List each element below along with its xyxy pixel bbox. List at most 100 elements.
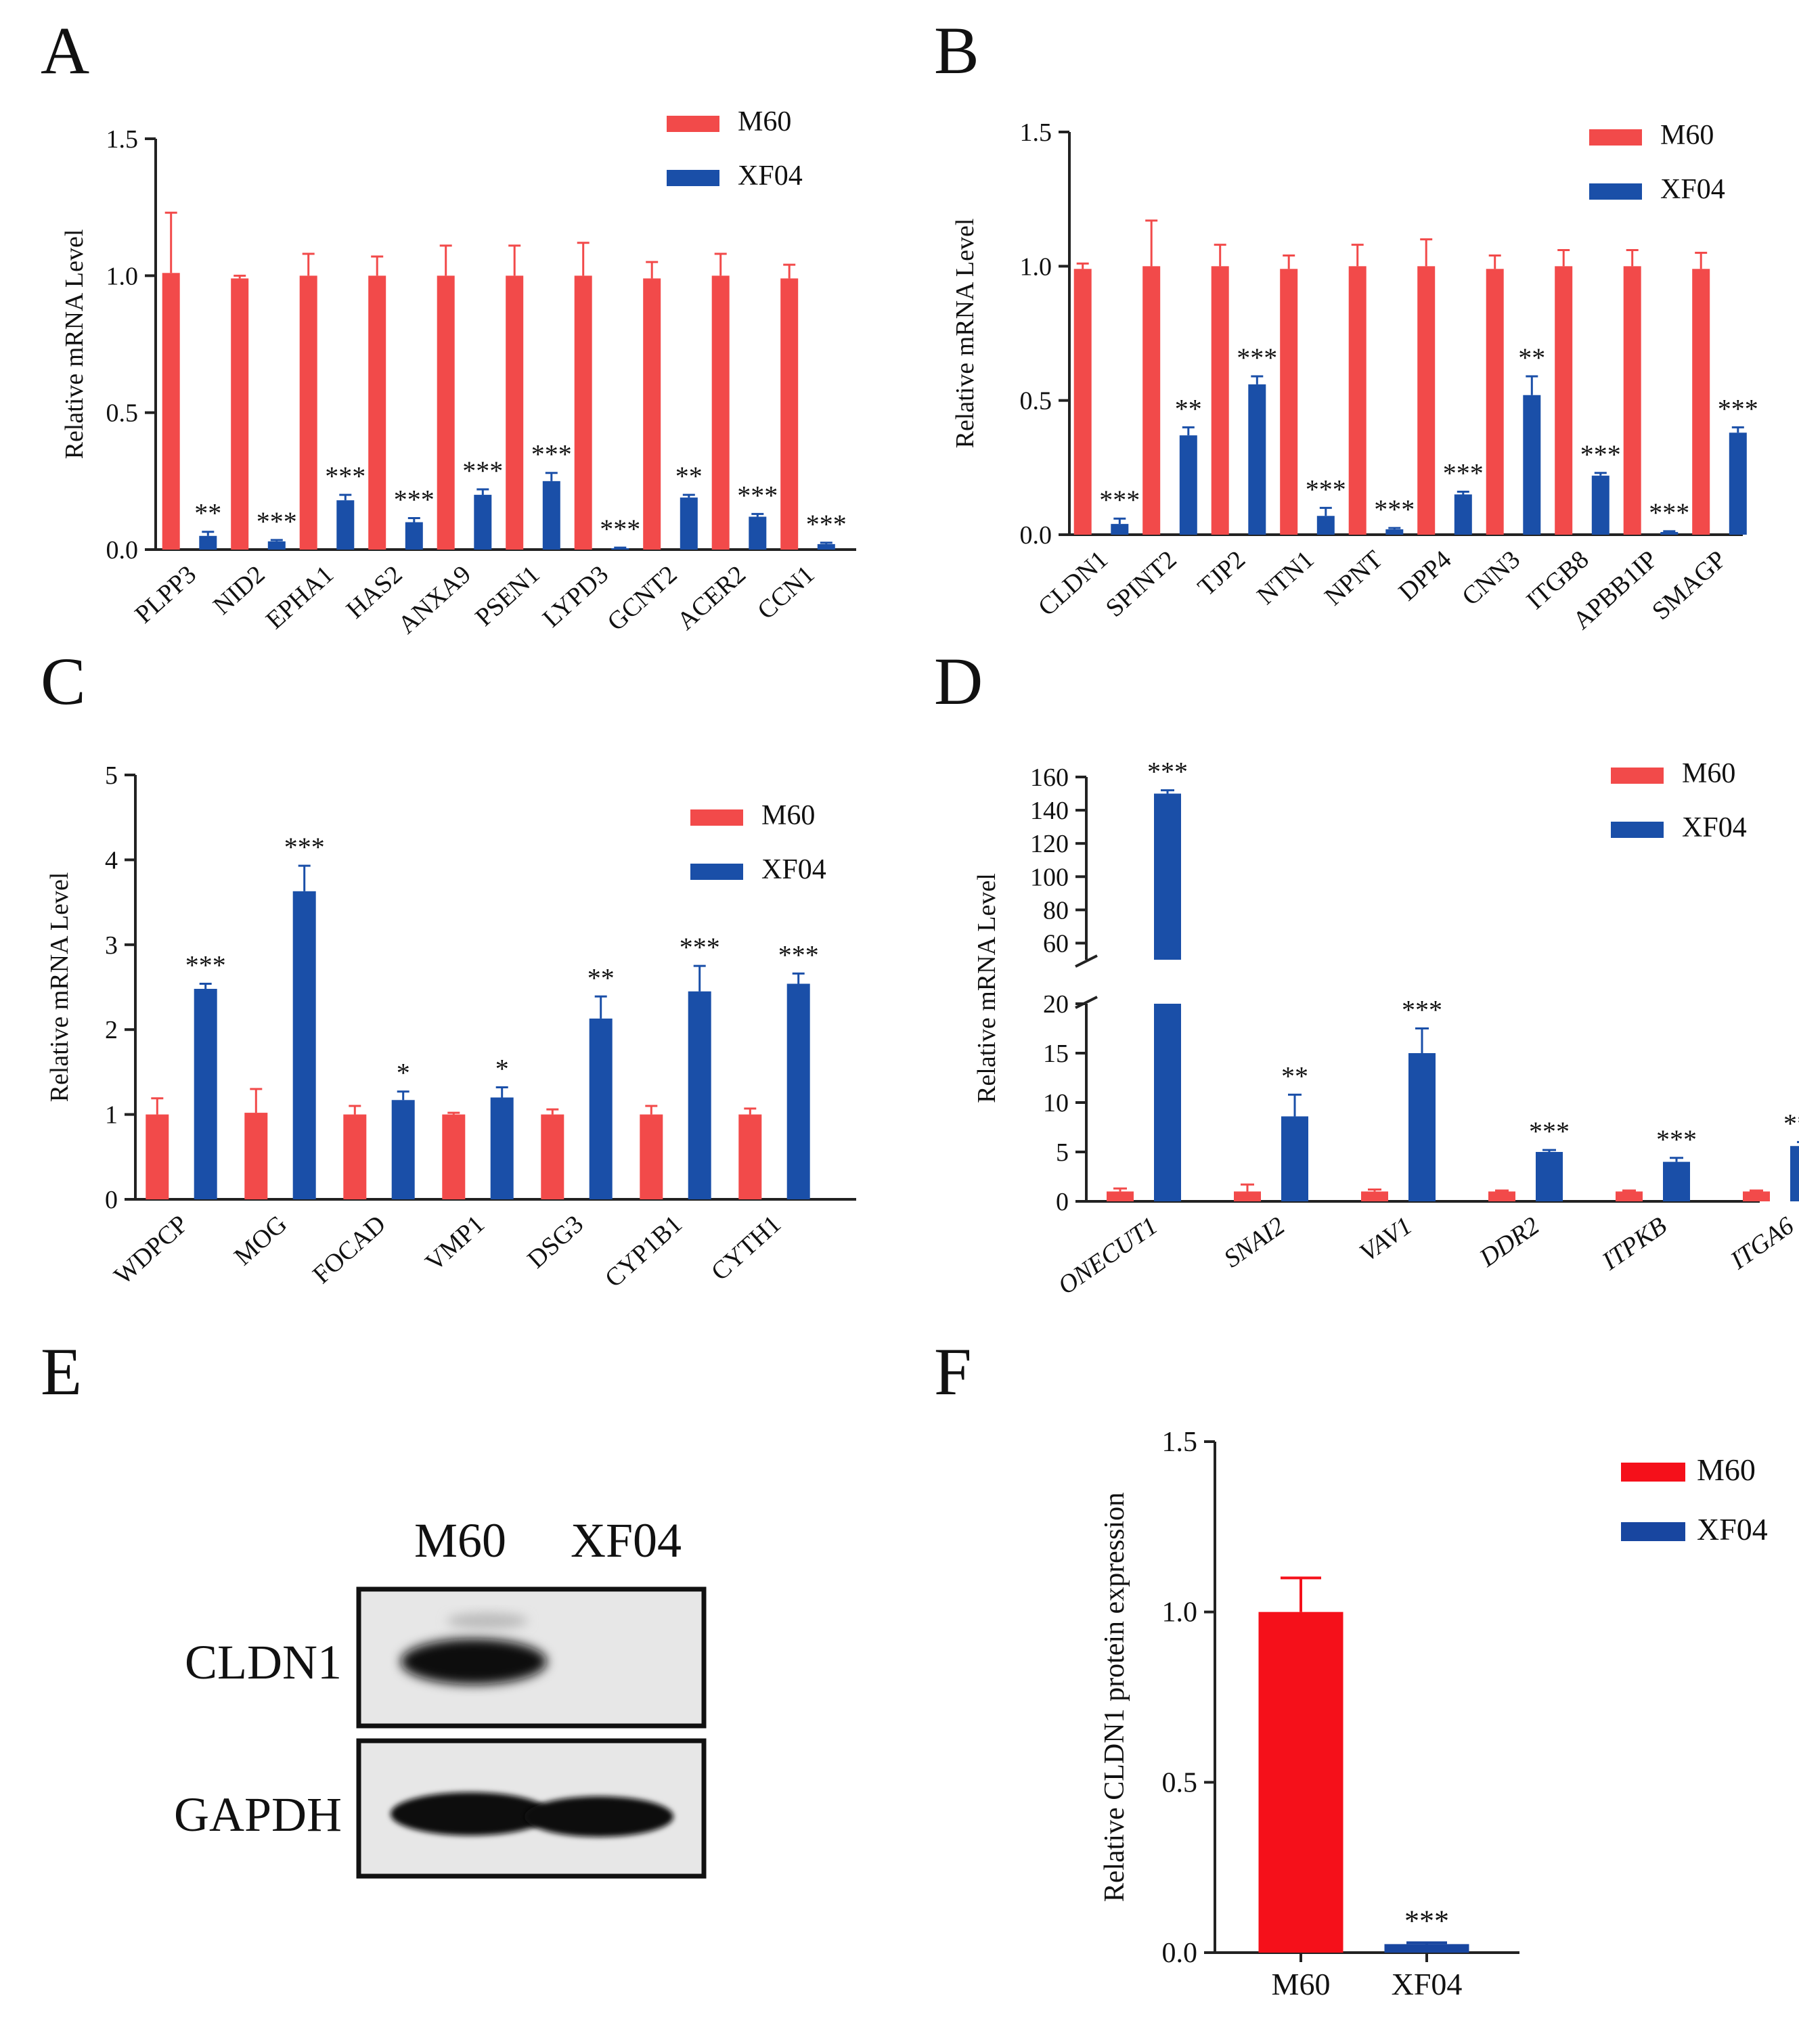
y-tick-label: 80: [1043, 896, 1069, 925]
bar-xf04-onecut1-upper: [1154, 793, 1181, 960]
bar-xf04-lypd3: [611, 548, 629, 550]
bar-xf04-epha1: [336, 500, 355, 550]
blot-band-cldn1-m60: [401, 1639, 547, 1685]
bar-xf04-onecut1-lower: [1154, 1004, 1181, 1201]
significance-mark: ***: [737, 480, 778, 510]
bar-m60-npnt: [1348, 266, 1367, 535]
y-tick-label: 15: [1043, 1040, 1069, 1068]
x-tick-label: CNN3: [1457, 545, 1526, 611]
bar-m60-tjp2: [1211, 266, 1229, 535]
bar-m60-dpp4: [1417, 266, 1436, 535]
bar-m60-vmp1: [442, 1114, 466, 1199]
significance-mark: ***: [1783, 1108, 1799, 1138]
blot-lane-label-xf04: XF04: [571, 1513, 682, 1568]
bar-m60-ccn1: [780, 278, 799, 550]
x-tick-label: TJP2: [1193, 545, 1251, 601]
bar-m60-mog: [244, 1113, 268, 1199]
legend-swatch-xf04: [1611, 822, 1664, 838]
x-tick-label: EPHA1: [261, 560, 339, 634]
legend-swatch-m60: [1611, 768, 1664, 784]
bar-m60-cyp1b1: [640, 1114, 663, 1199]
significance-mark: ***: [600, 514, 640, 544]
bar-xf04-ddr2: [1536, 1152, 1563, 1201]
y-tick-label: 60: [1043, 929, 1069, 958]
bar-m60-dsg3: [541, 1114, 564, 1199]
significance-mark: ***: [1147, 757, 1188, 787]
y-tick-label: 10: [1043, 1089, 1069, 1117]
bar-m60-itga6: [1743, 1191, 1770, 1201]
blot-band-gapdh-xf04: [525, 1796, 673, 1837]
y-tick-label: 1.5: [1162, 1427, 1198, 1458]
bar-xf04-vav1: [1408, 1053, 1436, 1201]
y-tick-label: 1: [105, 1101, 118, 1130]
x-tick-label: DDR2: [1474, 1212, 1545, 1273]
panel-letter-b: B: [934, 13, 979, 88]
bar-xf04-itga6: [1790, 1146, 1799, 1201]
x-tick-label: DPP4: [1393, 545, 1457, 606]
x-tick-label: CCN1: [752, 560, 820, 625]
significance-mark: ***: [394, 484, 435, 514]
bar-m60-gcnt2: [643, 278, 661, 550]
x-tick-label: XF04: [1392, 1967, 1463, 2001]
significance-mark: ***: [1443, 458, 1484, 489]
y-tick-label: 100: [1030, 863, 1069, 891]
y-tick-label: 160: [1030, 763, 1069, 792]
bar-m60-spint2: [1142, 266, 1161, 535]
legend-swatch-m60: [1589, 129, 1642, 146]
significance-mark: ***: [1529, 1116, 1570, 1147]
x-tick-label: NPNT: [1319, 545, 1388, 611]
chart-panel-d: 0 5 10 15 20 60 80 100 120 140 160 Relative mRNA Le…: [973, 757, 1799, 1300]
legend-swatch-m60: [1621, 1463, 1685, 1482]
bar-xf04-cnn3: [1523, 395, 1541, 535]
y-axis-label: Relative mRNA Level: [45, 872, 74, 1103]
bar-xf04-wdpcp: [194, 989, 217, 1199]
legend-swatch-xf04: [667, 170, 719, 186]
significance-mark: ***: [531, 439, 572, 470]
bar-xf04-psen1: [542, 481, 560, 550]
bar-m60-cldn1: [1073, 269, 1092, 535]
bar-xf04-itpkb: [1663, 1161, 1690, 1201]
bar-m60-wdpcp: [146, 1114, 169, 1199]
bar-m60-has2: [368, 275, 386, 550]
y-tick-label: 120: [1030, 830, 1069, 858]
x-tick-label: VMP1: [420, 1209, 490, 1276]
bar-xf04-itgb8: [1591, 475, 1609, 535]
x-tick-label: NID2: [208, 560, 270, 620]
y-tick-label: 4: [105, 846, 118, 874]
legend-label-xf04: XF04: [761, 854, 826, 885]
bar-m60-cyth1: [738, 1114, 762, 1199]
panel-letter-a: A: [41, 13, 89, 88]
significance-mark: ***: [185, 950, 226, 980]
x-tick-label: SNAI2: [1219, 1212, 1290, 1273]
bar-xf04-cyth1: [786, 983, 810, 1199]
x-tick-label: CYP1B1: [600, 1209, 688, 1293]
bar-xf04-mog: [292, 891, 316, 1199]
x-tick-label: ACER2: [671, 560, 751, 636]
bar-xf04-vmp1: [490, 1097, 514, 1199]
significance-mark: *: [397, 1058, 410, 1088]
bar-xf04-cyp1b1: [688, 991, 711, 1199]
legend-swatch-xf04: [1621, 1522, 1685, 1541]
x-tick-label: VAV1: [1354, 1212, 1417, 1268]
y-axis-label: Relative CLDN1 protein expression: [1099, 1492, 1130, 1902]
x-tick-label: GCNT2: [602, 560, 682, 636]
x-tick-label: ANXA9: [393, 560, 476, 639]
x-tick-label: PLPP3: [129, 560, 202, 629]
chart-panel-a: 0.0 0.5 1.0 1.5 Relative mRNA Level ** PLPP3 **…: [60, 106, 856, 640]
significance-mark: ***: [1656, 1124, 1697, 1155]
bar-xf04-apbb1ip: [1660, 532, 1679, 535]
blot-band-cldn1-m60-faint: [447, 1613, 528, 1629]
significance-mark: ***: [284, 832, 325, 862]
bar-m60-lypd3: [574, 275, 592, 550]
bar-m60-smagp: [1692, 269, 1710, 535]
panel-letter-e: E: [41, 1334, 82, 1409]
y-tick-label: 0.5: [1162, 1767, 1198, 1798]
bar-m60-apbb1ip: [1623, 266, 1641, 535]
bar-m60-vav1: [1361, 1191, 1388, 1201]
panel-letter-c: C: [41, 644, 86, 719]
blot-row-label-cldn1: CLDN1: [185, 1635, 342, 1689]
bar-xf04-gcnt2: [680, 497, 698, 550]
legend-label-m60: M60: [1682, 758, 1735, 789]
bar-m60-focad: [343, 1114, 367, 1199]
legend-label-m60: M60: [1660, 120, 1714, 151]
